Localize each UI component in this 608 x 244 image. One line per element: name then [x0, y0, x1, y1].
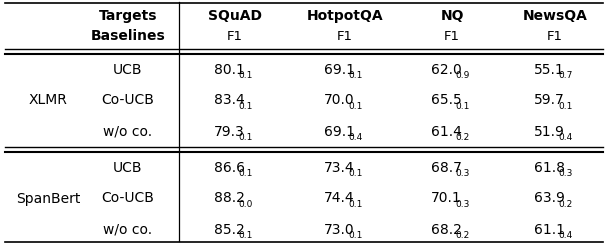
Text: 0.2: 0.2	[456, 133, 470, 142]
Text: UCB: UCB	[113, 161, 143, 174]
Text: 68.7: 68.7	[431, 161, 462, 174]
Text: 0.1: 0.1	[559, 102, 573, 111]
Text: F1: F1	[547, 30, 563, 43]
Text: SQuAD: SQuAD	[208, 9, 262, 23]
Text: 59.7: 59.7	[534, 93, 565, 108]
Text: 73.4: 73.4	[324, 161, 355, 174]
Text: 0.1: 0.1	[349, 71, 363, 80]
Text: w/o co.: w/o co.	[103, 124, 153, 139]
Text: 0.1: 0.1	[239, 231, 253, 240]
Text: XLMR: XLMR	[29, 93, 67, 108]
Text: 69.1: 69.1	[324, 62, 355, 77]
Text: 55.1: 55.1	[534, 62, 565, 77]
Text: 0.1: 0.1	[349, 231, 363, 240]
Text: 0.3: 0.3	[559, 169, 573, 178]
Text: 69.1: 69.1	[324, 124, 355, 139]
Text: 70.1: 70.1	[431, 192, 462, 205]
Text: 68.2: 68.2	[431, 223, 462, 236]
Text: Targets: Targets	[98, 9, 157, 23]
Text: 61.8: 61.8	[534, 161, 565, 174]
Text: 0.1: 0.1	[349, 102, 363, 111]
Text: 51.9: 51.9	[534, 124, 565, 139]
Text: 0.1: 0.1	[239, 133, 253, 142]
Text: 0.1: 0.1	[456, 102, 470, 111]
Text: 88.2: 88.2	[214, 192, 245, 205]
Text: 0.1: 0.1	[349, 169, 363, 178]
Text: 80.1: 80.1	[214, 62, 245, 77]
Text: F1: F1	[337, 30, 353, 43]
Text: 65.5: 65.5	[431, 93, 462, 108]
Text: 0.3: 0.3	[456, 169, 470, 178]
Text: 62.0: 62.0	[431, 62, 462, 77]
Text: 61.4: 61.4	[431, 124, 462, 139]
Text: 0.4: 0.4	[349, 133, 363, 142]
Text: 0.1: 0.1	[239, 71, 253, 80]
Text: F1: F1	[444, 30, 460, 43]
Text: 0.4: 0.4	[559, 133, 573, 142]
Text: Co-UCB: Co-UCB	[102, 93, 154, 108]
Text: 0.2: 0.2	[456, 231, 470, 240]
Text: Baselines: Baselines	[91, 29, 165, 43]
Text: 73.0: 73.0	[324, 223, 355, 236]
Text: NewsQA: NewsQA	[522, 9, 587, 23]
Text: UCB: UCB	[113, 62, 143, 77]
Text: 79.3: 79.3	[214, 124, 245, 139]
Text: 61.1: 61.1	[534, 223, 565, 236]
Text: 0.7: 0.7	[559, 71, 573, 80]
Text: 0.1: 0.1	[349, 200, 363, 209]
Text: w/o co.: w/o co.	[103, 223, 153, 236]
Text: 83.4: 83.4	[214, 93, 245, 108]
Text: 0.1: 0.1	[239, 102, 253, 111]
Text: NQ: NQ	[440, 9, 464, 23]
Text: 74.4: 74.4	[324, 192, 355, 205]
Text: 0.2: 0.2	[559, 200, 573, 209]
Text: 0.3: 0.3	[456, 200, 470, 209]
Text: HotpotQA: HotpotQA	[306, 9, 383, 23]
Text: 63.9: 63.9	[534, 192, 565, 205]
Text: 70.0: 70.0	[324, 93, 355, 108]
Text: 85.2: 85.2	[214, 223, 245, 236]
Text: 0.4: 0.4	[559, 231, 573, 240]
Text: F1: F1	[227, 30, 243, 43]
Text: Co-UCB: Co-UCB	[102, 192, 154, 205]
Text: SpanBert: SpanBert	[16, 192, 80, 205]
Text: 86.6: 86.6	[214, 161, 245, 174]
Text: 0.9: 0.9	[456, 71, 470, 80]
Text: 0.1: 0.1	[239, 169, 253, 178]
Text: 0.0: 0.0	[239, 200, 253, 209]
